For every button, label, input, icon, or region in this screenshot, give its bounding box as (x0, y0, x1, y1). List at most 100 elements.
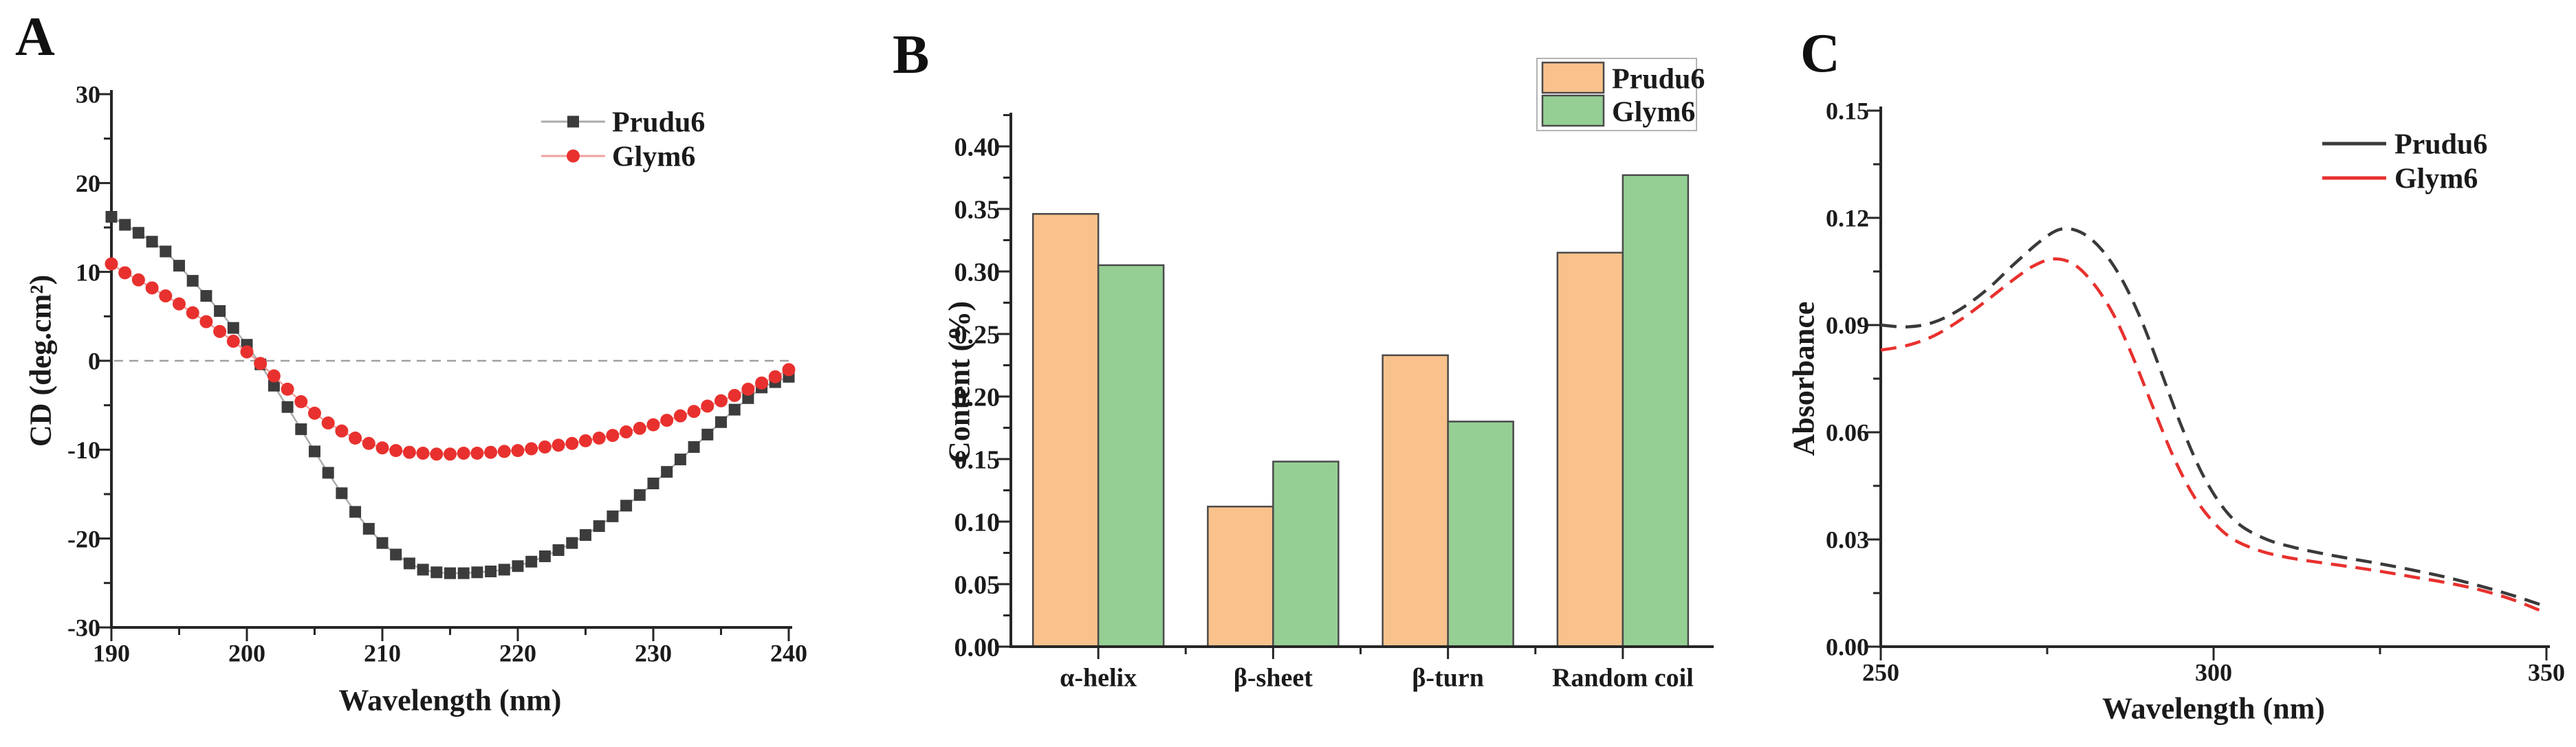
y-tick-label: 0.00 (1826, 634, 1869, 661)
square-marker (538, 550, 551, 563)
circle-marker (782, 363, 796, 377)
square-marker (728, 403, 741, 416)
square-marker (227, 322, 239, 334)
y-tick-label: 0.10 (954, 508, 1001, 537)
circle-marker (525, 442, 538, 456)
square-marker (322, 467, 334, 479)
square-marker (200, 290, 212, 302)
y-tick-label: 0.30 (954, 258, 1001, 287)
circle-marker (267, 369, 281, 383)
square-marker (132, 227, 144, 239)
y-axis-title: Content (%) (942, 301, 976, 463)
square-marker (336, 487, 348, 500)
circle-marker (755, 376, 769, 390)
x-tick-label: 240 (770, 640, 807, 667)
circle-marker (254, 357, 268, 370)
circle-marker (375, 441, 389, 455)
circle-marker (294, 394, 308, 408)
square-marker (633, 489, 646, 501)
legend-label-prudu6: Prudu6 (1612, 64, 1705, 96)
square-marker (403, 557, 415, 570)
bar-prudu6-4 (1556, 252, 1624, 648)
structure-content-bar-chart: 0.00 0.05 0.10 0.15 0.20 0.25 0.30 0.35 0.40 α-he… (942, 58, 1714, 692)
circle-marker (470, 447, 484, 460)
y-tick-label: 0.20 (954, 383, 1001, 412)
bar-glym6-1 (1097, 264, 1165, 648)
bar-glym6-2 (1272, 460, 1340, 648)
y-tick-label: 0.12 (1826, 205, 1869, 232)
circle-marker (646, 418, 660, 432)
square-marker (160, 245, 172, 258)
circle-marker (579, 434, 592, 447)
circle-marker (538, 440, 552, 454)
series-line-glym6 (111, 263, 789, 456)
circle-marker (281, 382, 294, 396)
y-tick-label: 0.15 (1826, 98, 1869, 125)
square-marker (105, 210, 118, 223)
square-marker (525, 555, 538, 568)
legend-circle-marker (567, 149, 580, 163)
legend-label-glym6: Glym6 (2394, 164, 2478, 195)
circle-marker (592, 432, 606, 445)
square-marker (119, 219, 131, 231)
panel-a-label: A (15, 7, 55, 67)
legend-label-prudu6: Prudu6 (612, 107, 705, 139)
square-marker (146, 236, 158, 248)
x-tick-label: 230 (635, 640, 672, 667)
circle-marker (173, 297, 186, 311)
square-marker (362, 522, 375, 535)
panel-uv-absorbance: C 0.00 0.03 0.06 0.09 0.12 0.15 250 300 350 Wavel… (1754, 0, 2576, 747)
square-marker (498, 564, 510, 576)
square-marker (430, 566, 443, 579)
circle-marker (335, 424, 349, 438)
circle-marker (145, 281, 159, 295)
circle-marker (565, 436, 579, 450)
circle-marker (552, 438, 565, 452)
circle-marker (606, 429, 620, 443)
square-marker (281, 401, 294, 413)
square-marker (457, 567, 470, 579)
y-tick-label: 0.00 (954, 633, 1001, 662)
circle-marker (349, 432, 362, 445)
square-marker (214, 305, 226, 317)
circle-marker (728, 388, 741, 402)
x-axis-title: Wavelength (nm) (2102, 691, 2325, 725)
circle-marker (389, 444, 403, 458)
square-marker (485, 566, 497, 578)
y-axis-title: Absorbance (1787, 302, 1820, 456)
square-marker (471, 566, 483, 579)
legend-swatch-prudu6 (1541, 61, 1605, 94)
circle-marker (444, 447, 457, 461)
circle-marker (159, 289, 173, 303)
y-tick-label: 0.40 (954, 133, 1001, 161)
y-tick-label: 0.05 (954, 570, 1001, 599)
square-marker (661, 466, 673, 478)
circle-marker (673, 409, 687, 423)
panel-c-label: C (1800, 23, 1840, 84)
y-axis-title: CD (deg.cm²) (23, 275, 57, 447)
square-marker (552, 544, 565, 556)
circle-marker (362, 436, 375, 450)
y-tick-label: 0.09 (1826, 312, 1869, 339)
circle-marker (430, 447, 444, 461)
circle-marker (714, 394, 728, 408)
x-tick-label: 220 (499, 640, 536, 667)
square-marker (593, 520, 605, 533)
legend-label-prudu6: Prudu6 (2394, 129, 2487, 161)
y-tick-label: -30 (67, 614, 100, 642)
square-marker (607, 510, 619, 522)
legend-label-glym6: Glym6 (1612, 97, 1695, 129)
panel-cd-spectra: A 30 20 10 0 -10 -20 -30 190 200 210 220 230 240 Wave… (0, 0, 860, 747)
square-marker (173, 260, 185, 272)
series-markers-prudu6 (105, 210, 795, 579)
bar-glym6-4 (1622, 174, 1690, 648)
y-tick-label: 0.25 (954, 320, 1001, 349)
square-marker (376, 537, 389, 549)
square-marker (349, 506, 362, 518)
circle-marker (105, 257, 118, 271)
category-label: β-sheet (1234, 663, 1313, 692)
square-marker (701, 428, 714, 441)
square-marker (295, 423, 307, 436)
series-line-prudu6 (1880, 227, 2547, 608)
y-tick-label: 0.15 (954, 445, 1001, 474)
